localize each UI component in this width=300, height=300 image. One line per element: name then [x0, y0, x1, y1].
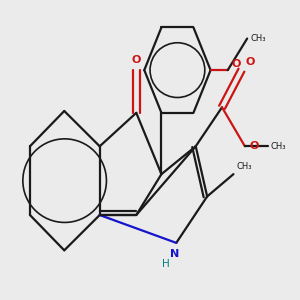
Text: H: H	[162, 259, 170, 269]
Text: CH₃: CH₃	[250, 34, 266, 43]
Text: CH₃: CH₃	[236, 162, 252, 171]
Text: O: O	[246, 57, 255, 67]
Text: CH₃: CH₃	[271, 142, 286, 151]
Text: N: N	[170, 249, 179, 259]
Text: O: O	[249, 141, 259, 151]
Text: O: O	[231, 58, 241, 69]
Text: O: O	[132, 55, 141, 65]
